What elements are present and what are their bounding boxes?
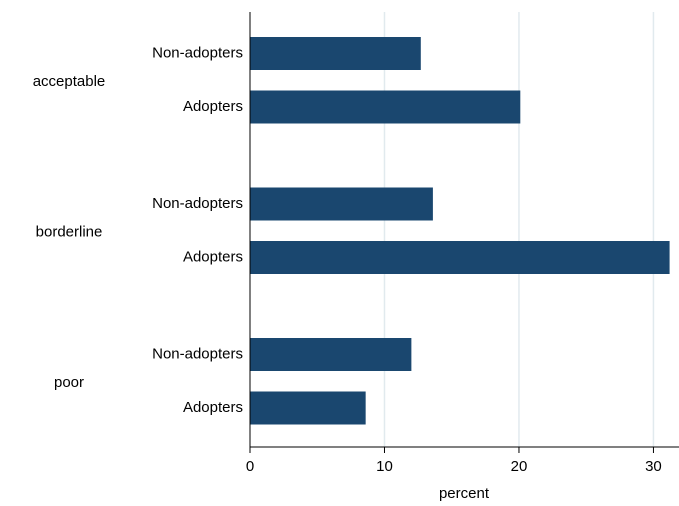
- bar: [250, 37, 421, 70]
- bar: [250, 241, 670, 274]
- x-axis-label: percent: [439, 485, 490, 502]
- group-label: acceptable: [33, 73, 106, 90]
- category-label: Non-adopters: [152, 345, 243, 362]
- category-label: Non-adopters: [152, 195, 243, 212]
- category-label: Adopters: [183, 98, 243, 115]
- bar: [250, 187, 433, 221]
- x-tick-label: 30: [645, 458, 662, 475]
- bar: [250, 90, 521, 124]
- group-label: borderline: [36, 224, 103, 241]
- bar: [250, 391, 366, 425]
- x-tick-label: 10: [376, 458, 393, 475]
- group-label: poor: [54, 374, 84, 391]
- category-label: Adopters: [183, 248, 243, 265]
- category-label: Adopters: [183, 399, 243, 416]
- bar: [250, 338, 412, 371]
- category-label: Non-adopters: [152, 44, 243, 61]
- x-tick-label: 20: [511, 458, 528, 475]
- x-tick-label: 0: [246, 458, 254, 475]
